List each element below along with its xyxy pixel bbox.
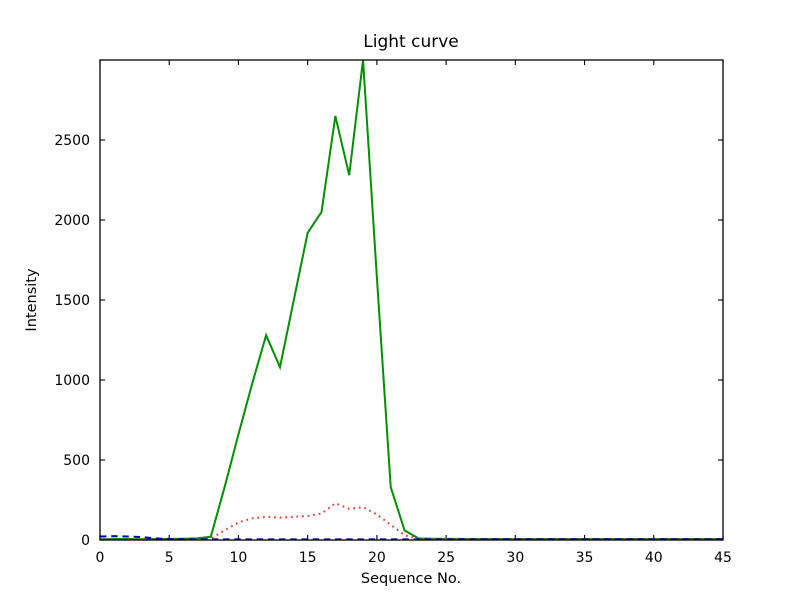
x-tick-label: 35 (576, 550, 594, 566)
x-tick-label: 40 (645, 550, 663, 566)
chart-title: Light curve (363, 32, 458, 52)
x-tick-label: 5 (165, 550, 174, 566)
plot-frame (99, 59, 724, 541)
x-tick-label: 25 (437, 550, 455, 566)
x-tick-label: 10 (230, 550, 248, 566)
x-axis-label: Sequence No. (361, 571, 461, 587)
y-tick-label: 2500 (54, 133, 90, 149)
y-tick-label: 2000 (54, 213, 90, 229)
y-axis-label: Intensity (24, 268, 40, 332)
y-tick-label: 1500 (54, 293, 90, 309)
x-axis-ticks: 0 5 10 15 20 25 30 35 40 45 (96, 60, 732, 566)
y-tick-label: 500 (63, 453, 90, 469)
y-axis-ticks: 0 500 1000 1500 2000 2500 (54, 133, 723, 549)
x-tick-label: 0 (96, 550, 105, 566)
x-tick-label: 45 (714, 550, 732, 566)
plot-background (100, 60, 723, 540)
x-tick-label: 15 (299, 550, 317, 566)
y-tick-label: 0 (81, 533, 90, 549)
x-tick-label: 30 (506, 550, 524, 566)
x-tick-label: 20 (368, 550, 386, 566)
y-tick-label: 1000 (54, 373, 90, 389)
